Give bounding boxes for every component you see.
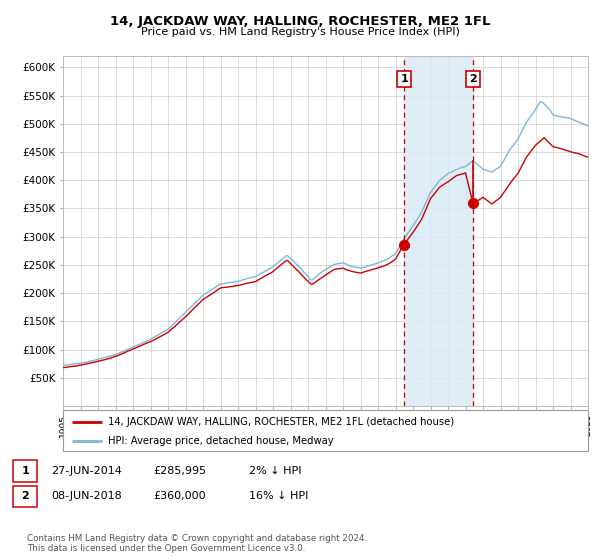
Text: HPI: Average price, detached house, Medway: HPI: Average price, detached house, Medw… [107,436,333,446]
Text: 16% ↓ HPI: 16% ↓ HPI [249,491,308,501]
Text: 2% ↓ HPI: 2% ↓ HPI [249,466,302,476]
Text: 1: 1 [400,74,408,84]
Text: 1: 1 [22,466,29,476]
Text: 08-JUN-2018: 08-JUN-2018 [51,491,122,501]
Text: £285,995: £285,995 [153,466,206,476]
FancyBboxPatch shape [63,410,588,451]
Text: 27-JUN-2014: 27-JUN-2014 [51,466,122,476]
Text: 14, JACKDAW WAY, HALLING, ROCHESTER, ME2 1FL: 14, JACKDAW WAY, HALLING, ROCHESTER, ME2… [110,15,490,28]
Text: 2: 2 [469,74,477,84]
Text: Price paid vs. HM Land Registry's House Price Index (HPI): Price paid vs. HM Land Registry's House … [140,27,460,37]
Text: £360,000: £360,000 [153,491,206,501]
Text: Contains HM Land Registry data © Crown copyright and database right 2024.
This d: Contains HM Land Registry data © Crown c… [27,534,367,553]
Text: 2: 2 [22,491,29,501]
Bar [404,56,473,406]
Text: 14, JACKDAW WAY, HALLING, ROCHESTER, ME2 1FL (detached house): 14, JACKDAW WAY, HALLING, ROCHESTER, ME2… [107,417,454,427]
